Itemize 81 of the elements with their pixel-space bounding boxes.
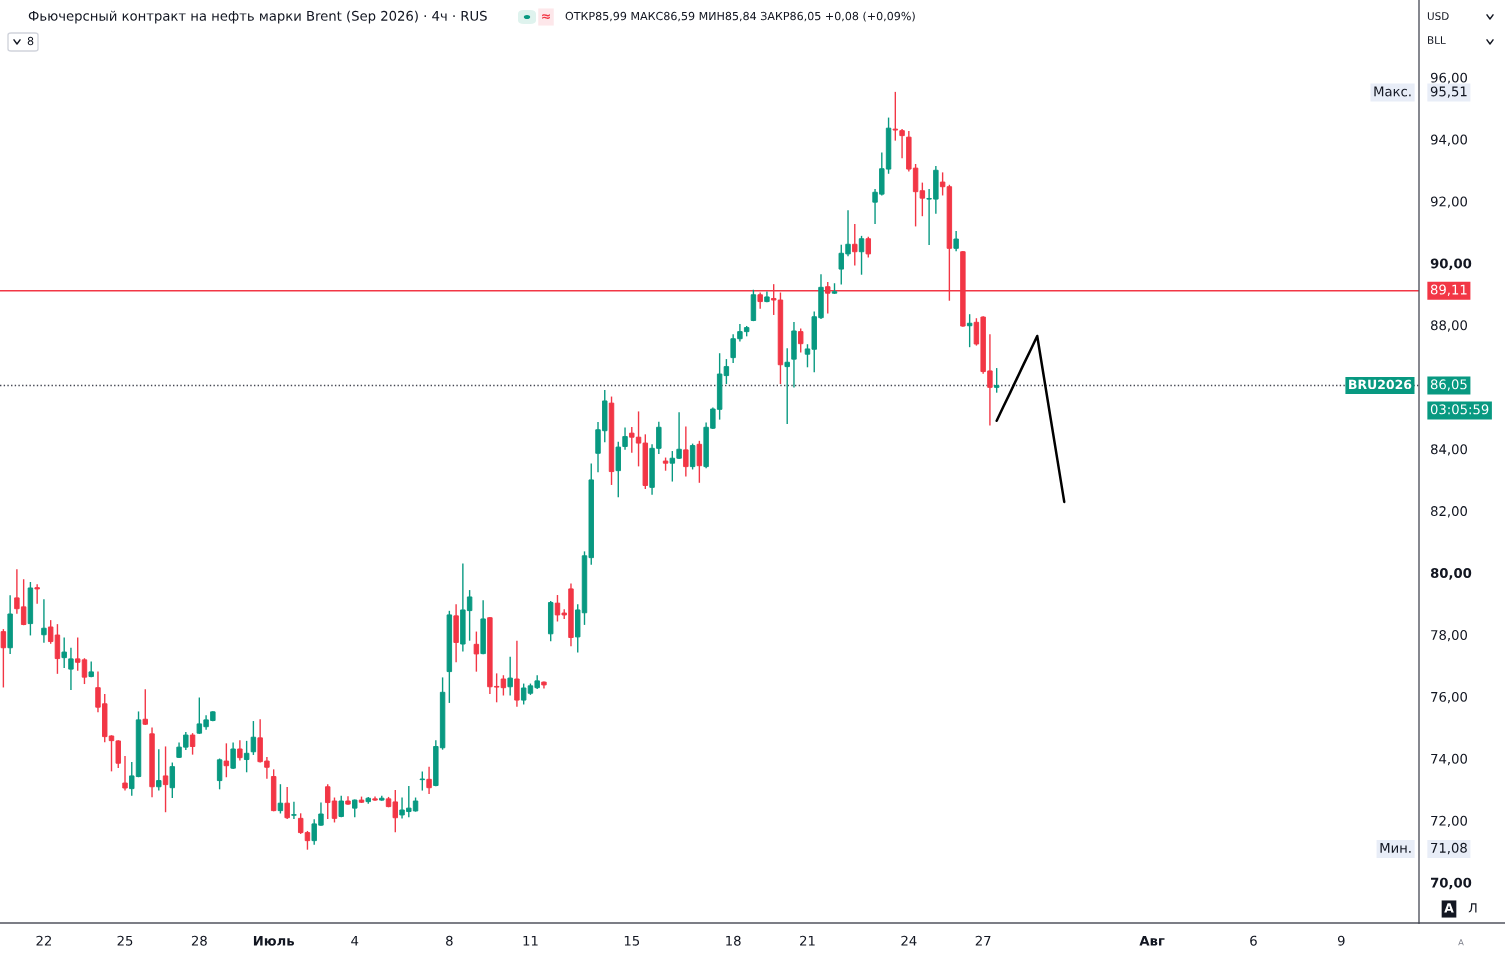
x-tick-label: 22 — [36, 935, 51, 946]
text: USD — [1427, 12, 1449, 21]
y-tick-label: 94,00 — [1430, 134, 1468, 146]
candlestick — [162, 746, 169, 813]
candlestick — [68, 647, 74, 690]
annotation: Макс. — [1374, 86, 1411, 97]
text: 71,08 — [1431, 842, 1467, 855]
text: A — [1444, 903, 1454, 913]
candlestick — [953, 230, 959, 252]
candlestick — [291, 801, 297, 820]
x-tick-label: 24 — [901, 935, 917, 946]
candlestick — [41, 599, 47, 643]
text: 95,51 — [1430, 86, 1467, 98]
candlestick — [426, 766, 432, 794]
y-tick-label: 78,00 — [1431, 629, 1468, 642]
line-series — [995, 334, 1066, 504]
candlestick — [250, 721, 257, 755]
candlestick — [216, 758, 223, 790]
y-tick-label: 76,00 — [1431, 691, 1468, 704]
y-tick-label: 80,00 — [1430, 568, 1472, 580]
y-tick-label: 88,00 — [1431, 320, 1468, 332]
candlestick — [689, 443, 696, 470]
x-tick-label: 9 — [1337, 935, 1345, 946]
candlestick — [0, 629, 7, 688]
y-tick-label: 72,00 — [1431, 815, 1468, 828]
candlestick — [34, 584, 40, 604]
candlestick — [865, 236, 872, 258]
candlestick — [61, 637, 67, 668]
candlestick — [284, 786, 290, 820]
text: BLL — [1428, 36, 1446, 44]
text: ОТКР85,99 МАКС86,59 МИН85,84 ЗАКР86,05 +0,08 (+0,09%) — [565, 11, 915, 22]
candlestick — [993, 368, 1000, 393]
candlestick — [858, 235, 865, 275]
candlestick — [784, 348, 790, 424]
text: 03:05:59 — [1430, 404, 1489, 415]
x-tick-label: 25 — [117, 935, 133, 946]
y-tick-label: 96,00 — [1430, 72, 1468, 84]
y-tick-label: 92,00 — [1430, 196, 1468, 208]
x-tick-label: 18 — [726, 935, 741, 946]
candlestick — [852, 224, 858, 266]
annotation: Мин. — [1380, 843, 1411, 853]
y-tick-label: 82,00 — [1431, 506, 1468, 518]
y-tick-label: 84,00 — [1431, 444, 1468, 456]
candlestick — [473, 631, 480, 672]
x-tick-label: 28 — [191, 935, 207, 946]
candlestick — [237, 740, 243, 761]
candlestick — [798, 328, 804, 353]
ref-line-label: 86,05 — [1430, 379, 1467, 391]
x-tick-label: Июль — [253, 935, 295, 946]
x-tick-label: 6 — [1250, 935, 1257, 946]
text: A — [1458, 939, 1464, 946]
text: Фьючерсный контракт на нефть марки Brent (Sep 2026) · 4ч · RUS — [28, 10, 487, 24]
annotation: 8 — [27, 36, 34, 46]
x-tick-label: 21 — [800, 935, 815, 946]
candlestick — [514, 640, 520, 707]
y-tick-label: 74,00 — [1431, 753, 1468, 766]
candlestick — [189, 733, 196, 755]
x-tick-label: Авг — [1139, 935, 1165, 946]
candlestick — [223, 743, 230, 778]
x-tick-label: 27 — [975, 935, 991, 946]
text: Л — [1468, 903, 1477, 913]
candlestick — [966, 314, 973, 348]
candlestick — [683, 426, 689, 477]
candlestick — [122, 756, 128, 791]
y-tick-label: 90,00 — [1430, 258, 1472, 271]
candlestick — [142, 689, 148, 725]
candlestick — [507, 656, 513, 696]
x-tick-label: 8 — [446, 935, 453, 946]
candlestick — [338, 795, 344, 818]
candlestick — [230, 742, 236, 769]
x-tick-label: 15 — [624, 935, 640, 946]
candlestick — [243, 740, 250, 773]
y-tick-label: 70,00 — [1430, 877, 1472, 890]
candlestick — [156, 749, 162, 791]
x-tick-label: 4 — [351, 935, 359, 946]
candlestick — [696, 440, 703, 483]
x-tick-label: 11 — [523, 935, 538, 946]
ref-line-label: 89,11 — [1430, 284, 1467, 296]
annotation: BRU2026 — [1349, 379, 1412, 390]
candlestick — [169, 762, 176, 798]
annotation: ≈ — [542, 13, 550, 20]
